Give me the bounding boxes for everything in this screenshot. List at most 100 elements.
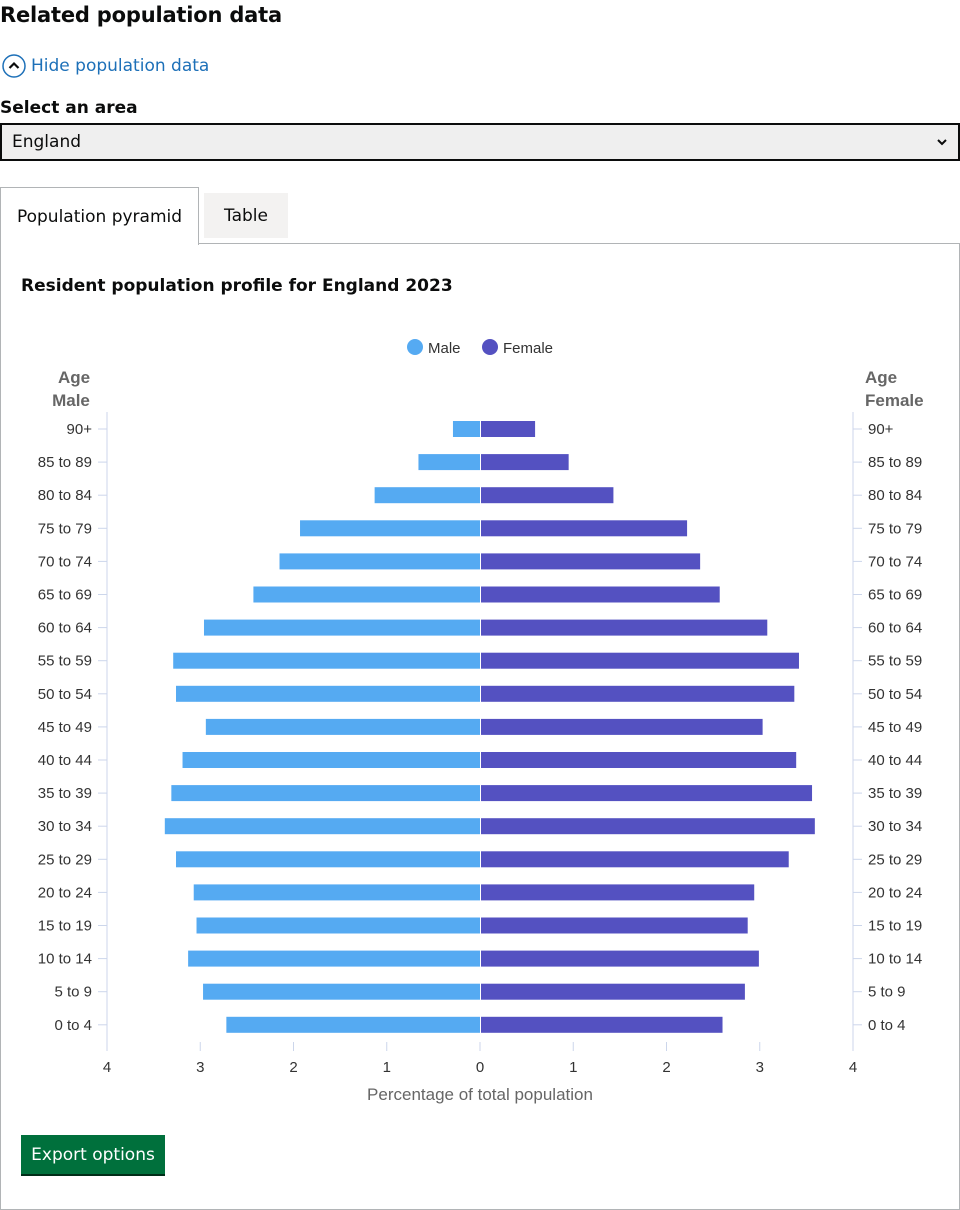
- right-category-label: 50 to 54: [868, 686, 922, 703]
- legend-male-label: Male: [428, 340, 461, 357]
- legend-male-marker: [407, 339, 423, 355]
- female-bar: [481, 487, 614, 504]
- chart-title: Resident population profile for England …: [21, 276, 453, 296]
- female-bar: [481, 785, 813, 802]
- male-bar: [279, 553, 480, 570]
- area-select-value: England: [12, 132, 82, 152]
- right-category-label: 10 to 14: [868, 951, 922, 968]
- female-bar: [481, 950, 759, 967]
- right-category-label: 5 to 9: [868, 984, 906, 1001]
- left-category-label: 75 to 79: [38, 520, 92, 537]
- left-category-label: 90+: [67, 421, 93, 438]
- tab-table-label: Table: [224, 205, 268, 226]
- left-category-label: 70 to 74: [38, 553, 92, 570]
- legend-female-label: Female: [503, 340, 553, 357]
- right-category-label: 20 to 24: [868, 884, 922, 901]
- section-title: Related population data: [0, 3, 282, 27]
- export-options-button[interactable]: Export options: [21, 1135, 165, 1174]
- left-category-label: 80 to 84: [38, 487, 92, 504]
- area-select-label: Select an area: [0, 98, 138, 118]
- left-category-label: 85 to 89: [38, 454, 92, 471]
- female-bar: [481, 718, 763, 735]
- tab-population-pyramid[interactable]: Population pyramid: [0, 187, 199, 245]
- male-bar: [253, 586, 480, 603]
- male-bar: [374, 487, 480, 504]
- left-category-label: 15 to 19: [38, 918, 92, 935]
- male-bar: [196, 917, 480, 934]
- male-bar: [182, 752, 480, 768]
- right-category-label: 25 to 29: [868, 851, 922, 868]
- left-category-label: 0 to 4: [54, 1017, 92, 1034]
- tab-population-pyramid-label: Population pyramid: [16, 206, 183, 227]
- x-axis-tick-label: 0: [476, 1059, 484, 1076]
- female-bar: [481, 520, 688, 537]
- right-axis-title-line1: Age: [865, 368, 897, 387]
- x-axis-tick-label: 3: [756, 1059, 764, 1076]
- right-category-label: 70 to 74: [868, 553, 922, 570]
- chevron-up-circle-icon: [2, 54, 26, 78]
- male-bar: [203, 983, 481, 1000]
- right-category-label: 75 to 79: [868, 520, 922, 537]
- x-axis-tick-label: 1: [569, 1059, 577, 1076]
- male-bar: [176, 851, 480, 868]
- left-axis-title-line1: Age: [58, 368, 90, 387]
- x-axis-tick-label: 2: [662, 1059, 670, 1076]
- left-category-label: 10 to 14: [38, 951, 92, 968]
- x-axis-tick-label: 4: [103, 1059, 111, 1076]
- male-bar: [176, 685, 480, 702]
- x-axis-tick-label: 2: [289, 1059, 297, 1076]
- male-bar: [452, 421, 480, 437]
- right-category-label: 0 to 4: [868, 1017, 906, 1034]
- x-axis-tick-label: 4: [849, 1059, 857, 1076]
- left-category-label: 5 to 9: [54, 984, 92, 1001]
- right-category-label: 90+: [868, 421, 894, 438]
- right-category-label: 35 to 39: [868, 785, 922, 802]
- male-bar: [418, 454, 480, 471]
- right-category-label: 60 to 64: [868, 620, 922, 637]
- left-category-label: 35 to 39: [38, 785, 92, 802]
- right-category-label: 85 to 89: [868, 454, 922, 471]
- left-category-label: 65 to 69: [38, 587, 92, 604]
- male-bar: [193, 884, 480, 901]
- left-axis-title-line2: Male: [52, 391, 90, 410]
- male-bar: [188, 950, 480, 967]
- male-bar: [203, 619, 481, 636]
- right-category-label: 30 to 34: [868, 818, 922, 835]
- right-category-label: 40 to 44: [868, 752, 922, 769]
- female-bar: [481, 917, 748, 934]
- x-axis-tick-label: 1: [383, 1059, 391, 1076]
- right-axis-title-line2: Female: [865, 391, 924, 410]
- female-bar: [481, 454, 569, 471]
- female-bar: [481, 553, 701, 570]
- male-bar: [300, 520, 480, 537]
- right-category-label: 80 to 84: [868, 487, 922, 504]
- toggle-label: Hide population data: [31, 56, 210, 76]
- right-category-label: 15 to 19: [868, 918, 922, 935]
- right-category-label: 45 to 49: [868, 719, 922, 736]
- area-select[interactable]: England: [0, 123, 960, 161]
- right-category-label: 65 to 69: [868, 587, 922, 604]
- male-bar: [164, 818, 480, 835]
- left-category-label: 50 to 54: [38, 686, 92, 703]
- legend-female-marker: [482, 339, 498, 355]
- female-bar: [481, 818, 815, 835]
- x-axis-tick-label: 3: [196, 1059, 204, 1076]
- left-category-label: 20 to 24: [38, 884, 92, 901]
- chevron-down-icon: [937, 139, 947, 146]
- female-bar: [481, 851, 789, 868]
- left-category-label: 60 to 64: [38, 620, 92, 637]
- left-category-label: 45 to 49: [38, 719, 92, 736]
- female-bar: [481, 685, 795, 702]
- left-category-label: 55 to 59: [38, 653, 92, 670]
- male-bar: [173, 652, 480, 669]
- female-bar: [481, 884, 755, 901]
- x-axis-title: Percentage of total population: [367, 1085, 593, 1104]
- tab-table[interactable]: Table: [204, 193, 288, 238]
- female-bar: [481, 586, 720, 603]
- female-bar: [481, 619, 768, 636]
- male-bar: [226, 1016, 480, 1033]
- left-category-label: 30 to 34: [38, 818, 92, 835]
- hide-population-data-toggle[interactable]: Hide population data: [2, 54, 209, 78]
- male-bar: [171, 785, 480, 802]
- female-bar: [481, 421, 536, 437]
